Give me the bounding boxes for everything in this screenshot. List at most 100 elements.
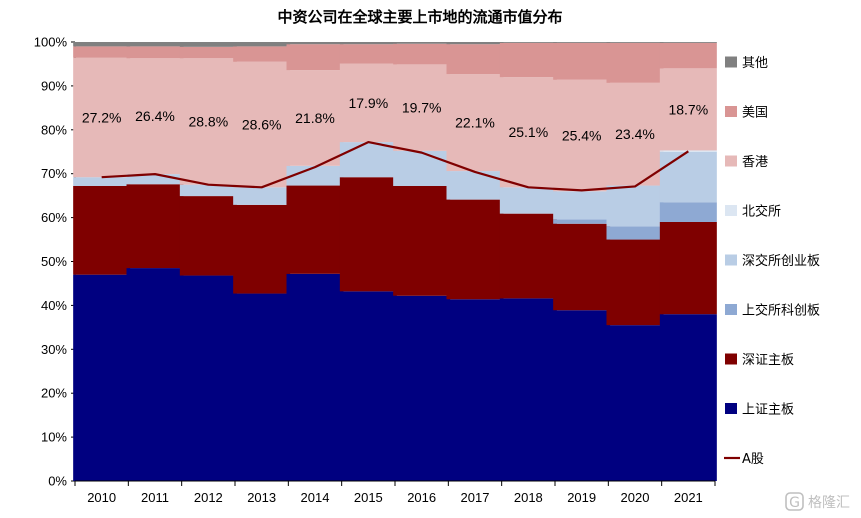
data-label: 28.8%	[188, 113, 228, 129]
bars	[73, 42, 717, 481]
legend-label: A股	[742, 452, 764, 467]
bar-segment	[286, 273, 344, 481]
bar-segment	[233, 46, 291, 62]
bar-segment	[606, 82, 664, 186]
bar-segment	[659, 68, 717, 151]
bar-stack-2011	[126, 42, 184, 481]
x-axis: 2010 2011 2012 2013 2014 2015 2016 2017 2018 2019…	[74, 480, 716, 505]
bar-segment	[126, 268, 184, 481]
legend-label: 北交所	[742, 204, 781, 220]
bar-segment	[659, 42, 717, 69]
legend-swatch	[725, 106, 737, 117]
bar-stack-2014	[286, 42, 344, 481]
bar-segment	[393, 43, 451, 65]
bar-segment	[499, 298, 557, 481]
y-tick-label: 50%	[41, 254, 67, 269]
legend-swatch	[725, 205, 737, 216]
bar-segment	[446, 299, 504, 481]
bar-segment	[233, 42, 291, 47]
bar-segment	[126, 58, 184, 175]
bar-segment	[446, 44, 504, 75]
x-tick-label: 2021	[674, 490, 703, 505]
bar-segment	[446, 171, 504, 200]
y-tick-label: 70%	[41, 166, 67, 181]
bar-segment	[499, 213, 557, 299]
bar-segment	[286, 70, 344, 166]
bar-segment	[553, 219, 611, 224]
bar-stack-2016	[393, 42, 451, 481]
bar-segment	[659, 314, 717, 481]
bar-segment	[126, 42, 184, 47]
bar-segment	[339, 42, 397, 45]
bar-segment	[73, 57, 131, 178]
bar-segment	[339, 63, 397, 143]
bar-segment	[553, 223, 611, 311]
bar-stack-2017	[446, 42, 504, 481]
bar-stack-2018	[499, 42, 557, 481]
bar-segment	[286, 42, 344, 45]
bar-segment	[606, 42, 664, 83]
legend-item: 香港	[725, 155, 768, 170]
bar-segment	[286, 44, 344, 71]
y-tick-label: 20%	[41, 386, 67, 401]
y-tick-label: 0%	[48, 474, 67, 489]
a-share-line-path	[101, 140, 689, 192]
bar-segment	[339, 291, 397, 481]
bar-segment	[73, 46, 131, 58]
bar-segment	[339, 44, 397, 64]
bar-segment	[233, 293, 291, 481]
x-tick-label: 2017	[461, 490, 490, 505]
legend-label: 深交所创业板	[742, 253, 820, 269]
y-axis: 0% 10% 20% 30% 40% 50% 60% 70% 80% 90% 100%	[34, 35, 76, 489]
bar-segment	[73, 185, 131, 275]
bar-segment	[606, 42, 664, 43]
x-tick-label: 2020	[621, 490, 650, 505]
bar-segment	[73, 177, 131, 186]
watermark-logo-icon	[785, 492, 804, 511]
bar-segment	[233, 187, 291, 205]
bar-segment	[73, 42, 131, 47]
data-label: 25.1%	[508, 124, 548, 140]
bar-segment	[286, 165, 344, 186]
y-tick-label: 100%	[34, 35, 68, 50]
bar-stack-2015	[339, 42, 397, 481]
legend-swatch	[725, 304, 737, 315]
legend-item: 北交所	[725, 204, 781, 220]
x-tick-label: 2016	[407, 490, 436, 505]
bar-segment	[179, 275, 237, 481]
x-tick-label: 2014	[301, 490, 330, 505]
bar-segment	[553, 79, 611, 192]
watermark: G 格隆汇	[785, 492, 850, 511]
data-label: 18.7%	[668, 101, 708, 117]
bar-segment	[179, 196, 237, 276]
bar-segment	[553, 42, 611, 80]
bar-segment	[606, 239, 664, 326]
bar-segment	[606, 226, 664, 240]
bar-segment	[126, 46, 184, 59]
bar-segment	[393, 185, 451, 296]
bar-segment	[393, 150, 451, 186]
data-label: 26.4%	[135, 108, 175, 124]
bar-segment	[553, 310, 611, 481]
bar-segment	[659, 221, 717, 315]
legend-swatch	[725, 403, 737, 414]
x-tick-label: 2018	[514, 490, 543, 505]
bar-segment	[339, 177, 397, 292]
bar-segment	[126, 174, 184, 185]
y-tick-label: 40%	[41, 298, 67, 313]
legend-swatch	[725, 254, 737, 266]
bar-segment	[233, 204, 291, 294]
legend-label: 美国	[742, 106, 768, 121]
legend-item: 上交所科创板	[725, 303, 820, 319]
bar-segment	[659, 202, 717, 222]
a-share-line	[101, 140, 689, 192]
legend-label: 上证主板	[742, 403, 794, 418]
legend-label: 香港	[742, 155, 768, 170]
bar-stack-2013	[233, 42, 291, 481]
bar-stack-2019	[553, 42, 611, 481]
bar-segment	[553, 191, 611, 220]
bar-segment	[233, 61, 291, 188]
bar-segment	[499, 42, 557, 43]
